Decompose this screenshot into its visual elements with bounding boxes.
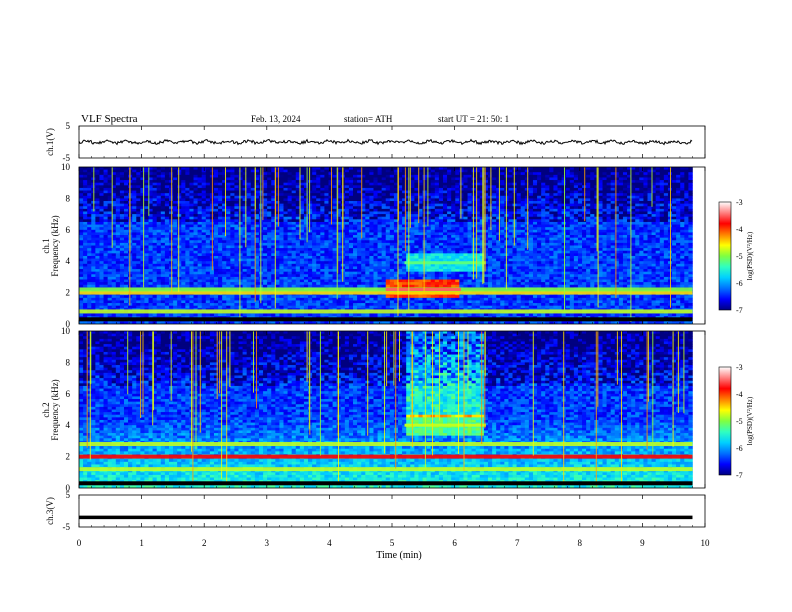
ch3-ytick-top: 5 — [66, 490, 71, 500]
figure-title: VLF Spectra — [81, 113, 138, 125]
x-tick-label: 5 — [390, 538, 395, 548]
ch1-ytick-10: 10 — [61, 162, 71, 172]
ch1-ytick-top: 5 — [66, 121, 71, 131]
ch2-colorbar: -3 -4 -5 -6 -7 log(PSD)(V²/Hz) — [718, 363, 754, 480]
ch2-ytick-4: 4 — [66, 420, 71, 430]
ch1-ytick-2: 2 — [66, 288, 71, 298]
x-tick-label: 9 — [640, 538, 645, 548]
ch2-cb-tick-m7: -7 — [736, 471, 743, 480]
ch2-ylabel-frequency: Frequency (kHz) — [50, 379, 60, 440]
ch2-ytick-2: 2 — [66, 452, 71, 462]
ch2-spectrogram-panel: 0 2 4 6 8 10 ch.2 Frequency (kHz) — [41, 326, 706, 493]
ch2-ytick-0: 0 — [66, 483, 71, 493]
time-axis: 0 1 2 3 4 5 6 7 8 9 10 — [77, 126, 710, 548]
ch2-colorbar-label: log(PSD)(V²/Hz) — [746, 396, 754, 445]
x-tick-label: 8 — [578, 538, 583, 548]
ch1-colorbar-scale — [718, 201, 732, 311]
ch1-ytick-bottom: -5 — [63, 153, 71, 163]
ch2-cb-tick-m5: -5 — [736, 417, 743, 426]
ch1-ytick-4: 4 — [66, 256, 71, 266]
ch1-waveform-panel: 5 -5 ch.1(V) — [45, 121, 706, 163]
ch1-ytick-0: 0 — [66, 319, 71, 329]
time-axis-label: Time (min) — [376, 550, 421, 561]
ch2-cb-tick-m4: -4 — [736, 390, 743, 399]
ch2-cb-tick-m3: -3 — [736, 363, 743, 372]
ch1-freq-ticks: 0 2 4 6 8 10 — [61, 162, 71, 329]
ch3-ytick-bottom: -5 — [63, 522, 71, 532]
ch3-waveform-frame — [78, 494, 706, 528]
x-tick-label: 1 — [139, 538, 144, 548]
x-tick-label: 0 — [77, 538, 82, 548]
ch2-ytick-6: 6 — [66, 389, 71, 399]
station-label: station= ATH — [344, 114, 393, 124]
ch3-waveform-panel: 5 -5 ch.3(V) — [45, 490, 706, 532]
ch1-ylabel-frequency: Frequency (kHz) — [50, 215, 60, 276]
x-tick-label: 10 — [701, 538, 711, 548]
x-tick-label: 3 — [265, 538, 270, 548]
ch1-waveform-trace — [78, 138, 693, 146]
ch1-cb-tick-m4: -4 — [736, 225, 743, 234]
ch1-spectrogram-panel: 0 2 4 6 8 10 ch.1 Frequency (kHz) — [41, 162, 706, 329]
ch1-spectrogram-image — [79, 167, 705, 324]
ch1-cb-tick-m5: -5 — [736, 252, 743, 261]
ch1-ytick-8: 8 — [66, 193, 71, 203]
ch1-ytick-6: 6 — [66, 225, 71, 235]
ch3-ylabel: ch.3(V) — [45, 497, 55, 525]
ch2-colorbar-scale — [718, 366, 732, 476]
ch1-cb-tick-m7: -7 — [736, 306, 743, 315]
x-tick-label: 4 — [327, 538, 332, 548]
ch1-colorbar-label: log(PSD)(V²/Hz) — [746, 231, 754, 280]
ch2-ytick-10: 10 — [61, 326, 71, 336]
ch2-spectrogram-image — [79, 331, 705, 488]
start-time-label: start UT = 21: 50: 1 — [438, 114, 509, 124]
ch1-ylabel: ch.1(V) — [45, 128, 55, 156]
x-tick-label: 7 — [515, 538, 520, 548]
date-label: Feb. 13, 2024 — [251, 114, 301, 124]
ch1-cb-tick-m3: -3 — [736, 198, 743, 207]
x-tick-label: 2 — [202, 538, 207, 548]
ch2-cb-tick-m6: -6 — [736, 444, 743, 453]
ch2-ytick-8: 8 — [66, 357, 71, 367]
ch1-cb-tick-m6: -6 — [736, 279, 743, 288]
ch1-ylabel-channel: ch.1 — [41, 238, 51, 253]
ch2-ylabel-channel: ch.2 — [41, 402, 51, 417]
ch1-colorbar: -3 -4 -5 -6 -7 log(PSD)(V²/Hz) — [718, 198, 754, 315]
ch2-freq-ticks: 0 2 4 6 8 10 — [61, 326, 71, 493]
x-tick-label: 6 — [452, 538, 457, 548]
